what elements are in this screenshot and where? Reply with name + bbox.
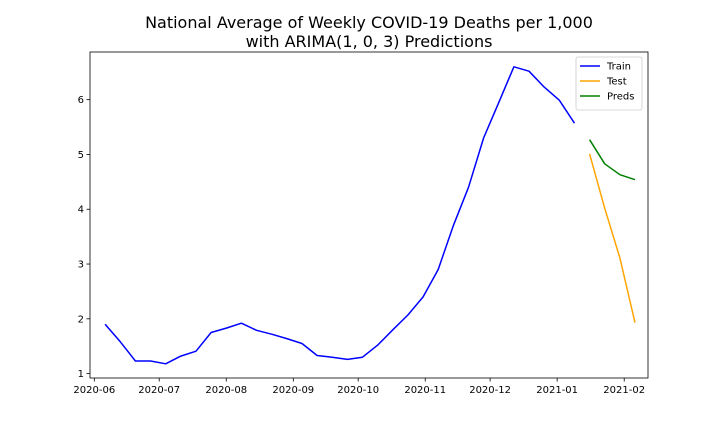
legend-label-preds: Preds — [607, 92, 634, 103]
x-tick-label: 2020-10 — [337, 385, 379, 396]
plot-area — [104, 66, 636, 365]
chart-title-line-2: with ARIMA(1, 0, 3) Predictions — [246, 32, 493, 51]
x-tick-label: 2020-07 — [138, 385, 180, 396]
legend-label-train: Train — [606, 62, 631, 73]
legend: Train Test Preds — [575, 56, 643, 111]
y-tick-label: 6 — [78, 95, 84, 106]
y-tick-label: 3 — [78, 260, 84, 271]
chart-title-line-1: National Average of Weekly COVID-19 Deat… — [145, 13, 593, 32]
y-tick-label: 1 — [78, 369, 84, 380]
x-tick-label: 2021-02 — [603, 385, 645, 396]
series-line-test — [588, 153, 636, 323]
y-tick-label: 5 — [78, 150, 84, 161]
chart-title: National Average of Weekly COVID-19 Deat… — [145, 13, 593, 51]
x-tick-label: 2020-06 — [73, 385, 115, 396]
series-line-preds — [588, 139, 636, 181]
series-line-train — [104, 66, 576, 365]
y-tick-label: 4 — [78, 205, 84, 216]
x-tick-label: 2020-11 — [404, 385, 446, 396]
x-tick-label: 2020-09 — [272, 385, 314, 396]
x-tick-label: 2020-08 — [205, 385, 247, 396]
x-tick-label: 2020-12 — [469, 385, 511, 396]
x-tick-label: 2021-01 — [536, 385, 578, 396]
axes: 2020-06 2020-07 2020-08 2020-09 2020-10 2020-… — [73, 51, 649, 396]
axes-frame — [89, 51, 649, 379]
y-tick-label: 2 — [78, 314, 84, 325]
legend-label-test: Test — [606, 77, 627, 88]
